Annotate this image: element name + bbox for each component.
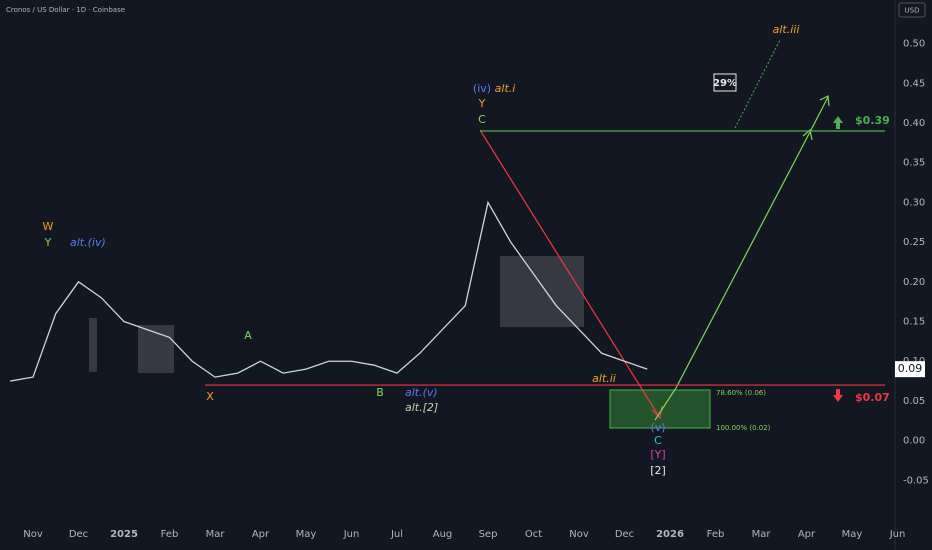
currency: USD bbox=[905, 7, 920, 15]
y-tick-label: 0.05 bbox=[903, 396, 925, 407]
last-price: 0.09 bbox=[898, 362, 923, 375]
y-tick-label: 0.45 bbox=[903, 78, 925, 89]
last-price-box bbox=[895, 361, 925, 378]
y-tick-label: 0.15 bbox=[903, 317, 925, 328]
wave-label: Y bbox=[44, 236, 52, 249]
x-tick-label: Nov bbox=[23, 529, 43, 540]
y-tick-label: 0.40 bbox=[903, 118, 925, 129]
y-tick-label: 0.00 bbox=[903, 436, 925, 447]
wave-label: alt.i bbox=[495, 82, 516, 95]
y-tick-label: 0.50 bbox=[903, 39, 925, 50]
y-tick-label: 0.35 bbox=[903, 158, 925, 169]
projection-up bbox=[809, 96, 829, 133]
fib-label: 100.00% (0.02) bbox=[716, 424, 771, 432]
wave-label: B bbox=[376, 386, 384, 399]
wave-label: [2] bbox=[650, 464, 666, 477]
wave-label: alt.iii bbox=[773, 23, 800, 36]
price-line bbox=[10, 200, 648, 382]
x-tick-label: Feb bbox=[707, 529, 725, 540]
wave-label: X bbox=[206, 390, 214, 403]
target-label: 29% bbox=[713, 78, 737, 89]
x-tick-label: Sep bbox=[479, 529, 498, 540]
projection-down bbox=[479, 129, 661, 419]
x-tick-label: Jun bbox=[889, 529, 906, 540]
x-tick-label: Dec bbox=[615, 529, 634, 540]
wave-label: C bbox=[478, 113, 486, 126]
currency-box bbox=[898, 2, 926, 18]
wave-label: alt.(iv) bbox=[70, 236, 106, 249]
x-tick-label: Oct bbox=[525, 529, 542, 540]
wave-label: Y bbox=[478, 97, 486, 110]
x-tick-label: Jul bbox=[390, 529, 403, 540]
x-tick-label: Mar bbox=[206, 529, 226, 540]
wave-label: alt.[2] bbox=[405, 401, 438, 414]
wave-label: alt.ii bbox=[592, 372, 616, 385]
projection-up bbox=[654, 131, 811, 421]
x-tick-label: Mar bbox=[752, 529, 772, 540]
arrow-head bbox=[802, 128, 813, 141]
wave-label: A bbox=[244, 329, 252, 342]
wave-label: alt.(v) bbox=[405, 386, 438, 399]
wave-label: C bbox=[654, 434, 662, 447]
x-tick-label: May bbox=[842, 529, 863, 540]
range-box bbox=[500, 256, 584, 327]
x-tick-label: May bbox=[296, 529, 317, 540]
x-tick-label: Dec bbox=[69, 529, 88, 540]
x-tick-label: Apr bbox=[252, 529, 270, 540]
y-tick-label: -0.05 bbox=[903, 475, 929, 486]
x-tick-label: Apr bbox=[798, 529, 816, 540]
fib-zone bbox=[609, 389, 711, 429]
x-tick-label: Feb bbox=[161, 529, 179, 540]
y-tick-label: 0.25 bbox=[903, 237, 925, 248]
target-box bbox=[713, 73, 737, 92]
level-label: $0.07 bbox=[855, 391, 890, 404]
x-tick-label: 2025 bbox=[110, 529, 138, 540]
y-tick-label: 0.30 bbox=[903, 197, 925, 208]
up-icon bbox=[833, 116, 843, 129]
arrow-head bbox=[819, 95, 830, 107]
fib-label: 78.60% (0.06) bbox=[716, 389, 766, 397]
x-tick-label: Jun bbox=[343, 529, 360, 540]
range-box bbox=[89, 318, 97, 372]
x-tick-label: Aug bbox=[433, 529, 453, 540]
wave-label: [Y] bbox=[650, 448, 665, 461]
wave-label: (v) bbox=[650, 421, 665, 434]
wave-label: W bbox=[43, 220, 54, 233]
y-tick-label: 0.20 bbox=[903, 277, 925, 288]
wave-label: (iv) bbox=[473, 82, 491, 95]
chart-title: Cronos / US Dollar · 1D · Coinbase bbox=[6, 6, 125, 14]
down-icon bbox=[833, 389, 843, 402]
x-tick-label: Nov bbox=[569, 529, 589, 540]
x-tick-label: 2026 bbox=[656, 529, 684, 540]
projection-alt bbox=[734, 39, 781, 129]
level-label: $0.39 bbox=[855, 114, 890, 127]
